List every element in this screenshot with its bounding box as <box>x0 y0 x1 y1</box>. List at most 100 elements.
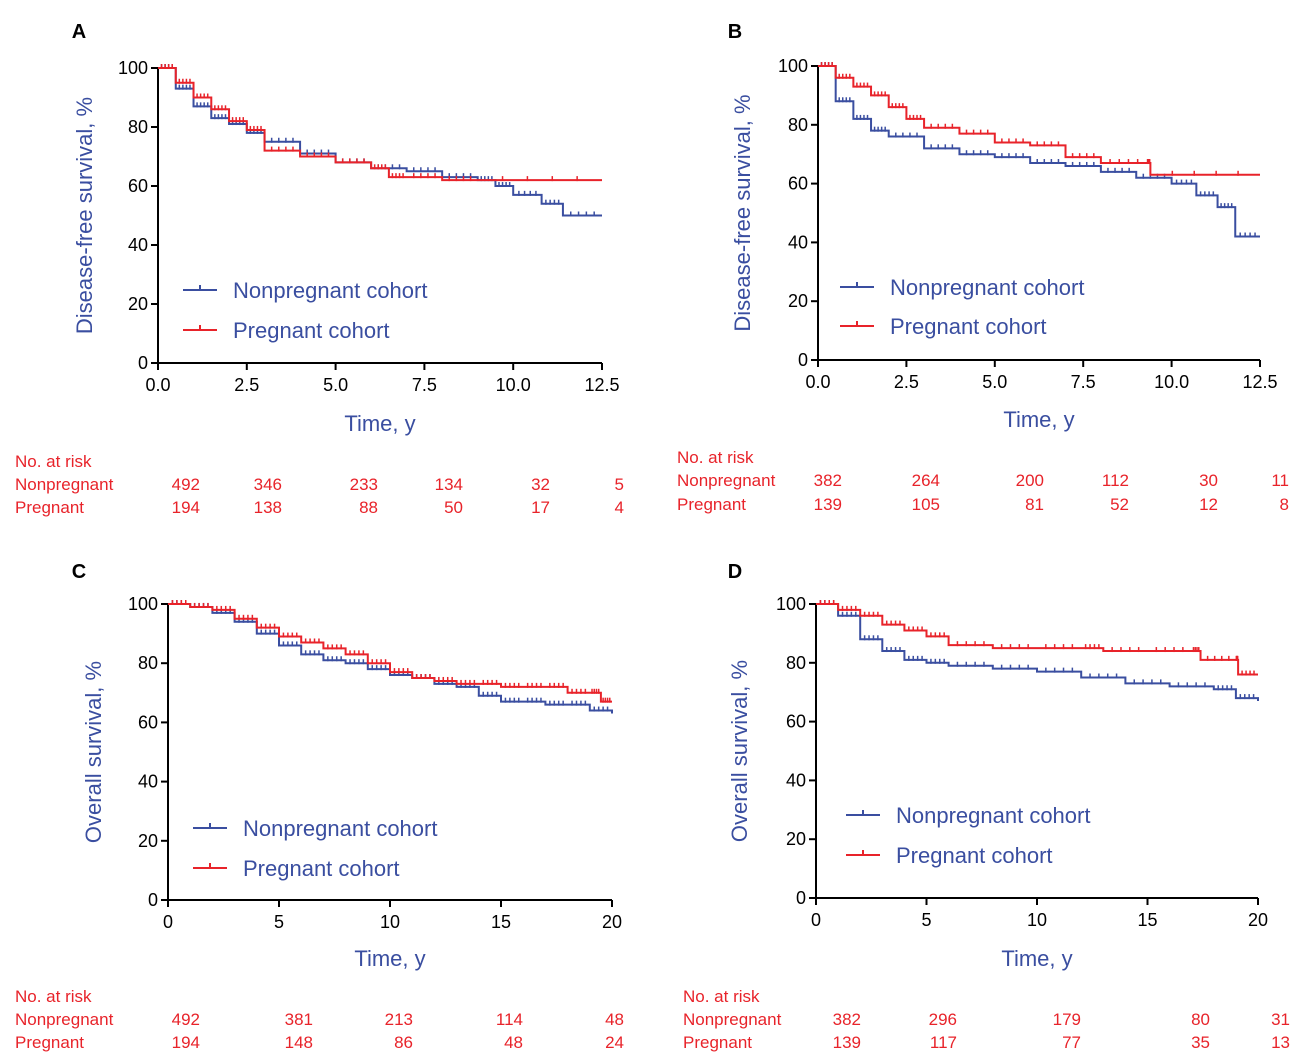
panel-d: D 0 20 40 60 80 100 0 5 10 15 20 Time, y Overall surv… <box>683 561 1290 1052</box>
risk-row-label: Nonpregnant <box>15 475 114 494</box>
panel-letter: C <box>72 561 86 583</box>
risk-value: 77 <box>1062 1033 1081 1052</box>
risk-value: 35 <box>1191 1033 1210 1052</box>
series-line-nonpregnant <box>818 65 1260 238</box>
risk-value: 492 <box>172 475 200 494</box>
risk-table-header: No. at risk <box>677 448 754 467</box>
y-tick-label: 100 <box>776 594 806 614</box>
risk-value: 50 <box>444 498 463 517</box>
x-tick-label: 0 <box>163 912 173 932</box>
y-tick-label: 40 <box>788 232 808 252</box>
risk-value: 12 <box>1199 495 1218 514</box>
risk-value: 81 <box>1025 495 1044 514</box>
risk-row-label: Nonpregnant <box>677 471 776 490</box>
risk-value: 233 <box>350 475 378 494</box>
x-axis-title: Time, y <box>354 946 425 971</box>
legend-label-nonpregnant: Nonpregnant cohort <box>896 803 1090 828</box>
y-tick-label: 60 <box>786 712 806 732</box>
y-tick-label: 80 <box>128 117 148 137</box>
legend-label-nonpregnant: Nonpregnant cohort <box>890 275 1084 300</box>
x-tick-label: 5 <box>921 910 931 930</box>
risk-value: 112 <box>1102 471 1129 490</box>
y-tick-label: 20 <box>138 831 158 851</box>
risk-value: 382 <box>833 1010 861 1029</box>
x-tick-label: 15 <box>491 912 511 932</box>
x-axis-title: Time, y <box>1003 407 1074 432</box>
y-tick-label: 40 <box>128 235 148 255</box>
risk-value: 13 <box>1271 1033 1290 1052</box>
risk-value: 5 <box>615 475 624 494</box>
risk-row-label: Pregnant <box>683 1033 752 1052</box>
risk-value: 148 <box>285 1033 313 1052</box>
x-tick-label: 10.0 <box>1154 372 1189 392</box>
risk-value: 86 <box>394 1033 413 1052</box>
risk-value: 134 <box>435 475 463 494</box>
y-tick-label: 80 <box>786 653 806 673</box>
risk-value: 8 <box>1280 495 1289 514</box>
risk-value: 48 <box>504 1033 523 1052</box>
panel-letter: A <box>72 21 86 43</box>
risk-row-label: Nonpregnant <box>683 1010 782 1029</box>
risk-value: 114 <box>496 1010 523 1029</box>
risk-table-header: No. at risk <box>15 987 92 1006</box>
legend-label-pregnant: Pregnant cohort <box>890 314 1047 339</box>
panel-letter: D <box>728 561 742 583</box>
y-tick-label: 40 <box>138 772 158 792</box>
legend-label-nonpregnant: Nonpregnant cohort <box>233 278 427 303</box>
risk-value: 179 <box>1053 1010 1081 1029</box>
x-tick-label: 7.5 <box>1071 372 1096 392</box>
y-tick-label: 20 <box>786 829 806 849</box>
y-axis-title: Disease-free survival, % <box>72 97 97 334</box>
x-tick-label: 5 <box>274 912 284 932</box>
x-tick-label: 10.0 <box>496 375 531 395</box>
risk-table-header: No. at risk <box>683 987 760 1006</box>
y-tick-label: 60 <box>128 176 148 196</box>
y-tick-label: 40 <box>786 770 806 790</box>
risk-value: 296 <box>929 1010 957 1029</box>
risk-value: 194 <box>172 498 200 517</box>
panel-a: A 0 20 40 60 80 100 0.0 2.5 5.0 7.5 10.0 12.5 Time, y… <box>15 21 624 517</box>
x-tick-label: 2.5 <box>894 372 919 392</box>
x-tick-label: 10 <box>1027 910 1047 930</box>
x-tick-label: 10 <box>380 912 400 932</box>
risk-value: 105 <box>912 495 940 514</box>
series-line-pregnant <box>818 65 1260 176</box>
risk-value: 24 <box>605 1033 624 1052</box>
risk-value: 32 <box>531 475 550 494</box>
y-tick-label: 20 <box>788 291 808 311</box>
risk-value: 138 <box>254 498 282 517</box>
y-tick-label: 100 <box>118 58 148 78</box>
risk-value: 17 <box>531 498 550 517</box>
x-tick-label: 15 <box>1137 910 1157 930</box>
y-axis-title: Overall survival, % <box>81 661 106 843</box>
x-tick-label: 12.5 <box>1242 372 1277 392</box>
x-axis-title: Time, y <box>1001 946 1072 971</box>
risk-table-header: No. at risk <box>15 452 92 471</box>
risk-value: 30 <box>1199 471 1218 490</box>
risk-value: 382 <box>814 471 842 490</box>
x-tick-label: 5.0 <box>323 375 348 395</box>
panel-b: B 0 20 40 60 80 100 0.0 2.5 5.0 7.5 10.0 12.5 Time, y… <box>677 21 1289 514</box>
risk-value: 139 <box>814 495 842 514</box>
x-tick-label: 5.0 <box>982 372 1007 392</box>
x-tick-label: 0.0 <box>145 375 170 395</box>
x-tick-label: 2.5 <box>234 375 259 395</box>
x-tick-label: 12.5 <box>584 375 619 395</box>
x-tick-label: 20 <box>1248 910 1268 930</box>
x-axis-title: Time, y <box>344 411 415 436</box>
y-tick-label: 80 <box>138 653 158 673</box>
risk-value: 52 <box>1110 495 1129 514</box>
risk-row-label: Pregnant <box>677 495 746 514</box>
risk-value: 139 <box>833 1033 861 1052</box>
risk-row-label: Pregnant <box>15 1033 84 1052</box>
series-line-pregnant <box>168 603 612 703</box>
series-line-pregnant <box>816 603 1258 676</box>
y-tick-label: 0 <box>148 890 158 910</box>
risk-value: 4 <box>615 498 624 517</box>
series-line-nonpregnant <box>816 603 1259 702</box>
risk-value: 264 <box>912 471 940 490</box>
panel-letter: B <box>728 21 742 43</box>
risk-value: 80 <box>1191 1010 1210 1029</box>
y-tick-label: 20 <box>128 294 148 314</box>
